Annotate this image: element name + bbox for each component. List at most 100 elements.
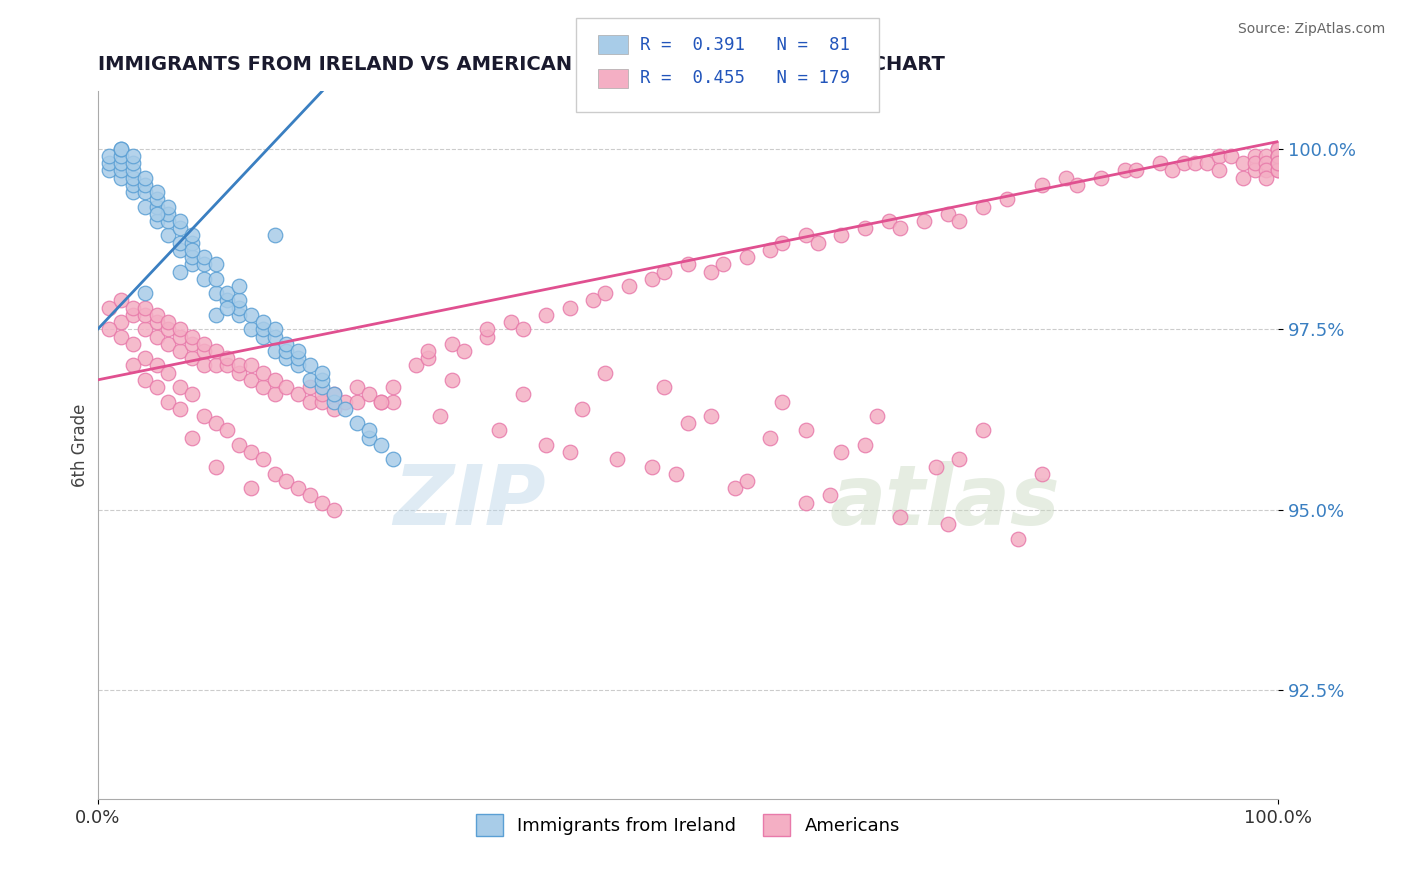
- Point: [972, 424, 994, 438]
- Point: [122, 336, 145, 351]
- Point: [169, 344, 191, 359]
- Point: [145, 380, 167, 394]
- Point: [1267, 149, 1289, 163]
- Point: [299, 380, 322, 394]
- Point: [889, 510, 911, 524]
- Point: [240, 308, 263, 322]
- Text: Source: ZipAtlas.com: Source: ZipAtlas.com: [1237, 22, 1385, 37]
- Point: [1007, 532, 1029, 546]
- Point: [512, 322, 534, 336]
- Point: [1232, 156, 1254, 170]
- Point: [217, 351, 239, 366]
- Point: [145, 207, 167, 221]
- Point: [276, 474, 298, 488]
- Point: [429, 409, 451, 423]
- Point: [110, 142, 132, 156]
- Point: [311, 366, 333, 380]
- Point: [169, 401, 191, 416]
- Point: [1267, 163, 1289, 178]
- Point: [217, 424, 239, 438]
- Point: [641, 459, 664, 474]
- Point: [134, 178, 156, 192]
- Point: [1267, 156, 1289, 170]
- Point: [228, 293, 250, 308]
- Point: [346, 416, 368, 430]
- Point: [299, 373, 322, 387]
- Point: [204, 272, 226, 286]
- Point: [1256, 149, 1278, 163]
- Point: [181, 329, 204, 343]
- Point: [322, 503, 344, 517]
- Point: [217, 359, 239, 373]
- Point: [193, 257, 215, 271]
- Point: [204, 308, 226, 322]
- Point: [181, 235, 204, 250]
- Point: [558, 445, 581, 459]
- Point: [145, 214, 167, 228]
- Point: [193, 250, 215, 264]
- Point: [534, 308, 557, 322]
- Point: [145, 308, 167, 322]
- Point: [181, 351, 204, 366]
- Point: [134, 308, 156, 322]
- Point: [381, 394, 404, 409]
- Point: [287, 387, 309, 401]
- Point: [972, 200, 994, 214]
- Point: [311, 373, 333, 387]
- Point: [145, 200, 167, 214]
- Point: [1208, 149, 1230, 163]
- Point: [204, 286, 226, 301]
- Point: [948, 452, 970, 467]
- Point: [122, 185, 145, 199]
- Point: [418, 344, 440, 359]
- Point: [359, 387, 381, 401]
- Point: [98, 322, 121, 336]
- Point: [134, 351, 156, 366]
- Point: [335, 394, 357, 409]
- Point: [571, 401, 593, 416]
- Point: [1256, 170, 1278, 185]
- Point: [418, 351, 440, 366]
- Point: [1267, 142, 1289, 156]
- Point: [1256, 163, 1278, 178]
- Point: [110, 293, 132, 308]
- Point: [1267, 156, 1289, 170]
- Point: [1184, 156, 1206, 170]
- Point: [204, 459, 226, 474]
- Point: [735, 474, 758, 488]
- Point: [488, 424, 510, 438]
- Point: [181, 431, 204, 445]
- Point: [299, 488, 322, 502]
- Point: [263, 387, 285, 401]
- Point: [936, 207, 959, 221]
- Point: [1267, 142, 1289, 156]
- Point: [866, 409, 889, 423]
- Point: [287, 481, 309, 495]
- Point: [346, 380, 368, 394]
- Point: [1267, 163, 1289, 178]
- Point: [1090, 170, 1112, 185]
- Point: [228, 301, 250, 315]
- Point: [181, 336, 204, 351]
- Point: [134, 185, 156, 199]
- Point: [1267, 149, 1289, 163]
- Point: [322, 387, 344, 401]
- Point: [217, 293, 239, 308]
- Point: [228, 359, 250, 373]
- Point: [228, 438, 250, 452]
- Point: [1066, 178, 1088, 192]
- Point: [1267, 149, 1289, 163]
- Point: [1243, 163, 1265, 178]
- Point: [794, 496, 817, 510]
- Point: [593, 366, 616, 380]
- Point: [263, 228, 285, 243]
- Point: [240, 322, 263, 336]
- Point: [157, 315, 180, 329]
- Point: [240, 481, 263, 495]
- Point: [1197, 156, 1219, 170]
- Point: [145, 185, 167, 199]
- Point: [193, 409, 215, 423]
- Point: [1243, 149, 1265, 163]
- Point: [453, 344, 475, 359]
- Point: [134, 286, 156, 301]
